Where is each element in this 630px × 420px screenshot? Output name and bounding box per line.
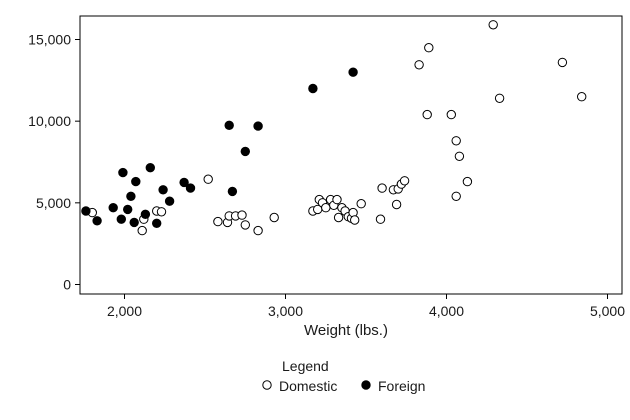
legend-title: Legend [282,358,329,374]
data-point-domestic [494,93,505,104]
data-point-domestic [237,210,247,220]
data-point-domestic [269,212,279,223]
y-tick-label: 15,000 [28,32,71,48]
data-point-domestic [399,176,410,186]
x-tick-label: 2,000 [107,303,142,319]
legend: Legend Domestic Foreign [262,358,425,394]
legend-label-domestic: Domestic [279,378,337,394]
data-point-foreign [240,146,251,157]
data-point-foreign [227,186,238,197]
data-point-domestic [424,43,434,53]
legend-marker-domestic [262,380,272,390]
data-points [81,20,587,236]
data-point-domestic [156,207,167,217]
data-point-domestic [451,191,461,202]
data-point-domestic [203,174,213,184]
data-point-domestic [451,136,461,146]
data-point-foreign [118,167,128,178]
data-point-domestic [446,109,456,120]
data-point-foreign [123,204,133,215]
data-point-foreign [158,185,168,195]
data-point-foreign [145,163,156,173]
x-axis: 2,000 3,000 4,000 5,000 [107,294,625,319]
data-point-foreign [164,196,175,206]
data-point-foreign [116,214,127,224]
data-point-domestic [356,199,366,209]
data-point-domestic [332,194,342,205]
x-axis-title: Weight (lbs.) [304,322,388,339]
data-point-domestic [454,151,465,162]
data-point-foreign [92,216,102,226]
data-point-foreign [308,83,318,94]
data-point-foreign [81,206,91,216]
data-point-foreign [224,120,234,131]
data-point-domestic [577,92,587,102]
y-tick-label: 5,000 [36,195,71,211]
legend-label-foreign: Foreign [378,378,425,394]
data-point-domestic [350,215,360,225]
data-point-foreign [152,218,162,229]
data-point-domestic [422,109,432,120]
x-tick-label: 5,000 [590,303,625,319]
data-point-domestic [321,203,331,213]
data-point-domestic [333,212,344,223]
data-point-domestic [462,176,473,187]
data-point-foreign [129,217,139,228]
data-point-foreign [179,177,189,188]
y-tick-label: 0 [63,277,71,293]
legend-marker-foreign [361,380,371,390]
data-point-domestic [253,225,263,236]
data-point-foreign [185,183,196,193]
plot-area [79,15,623,295]
x-tick-label: 3,000 [268,303,303,319]
data-point-foreign [253,121,263,131]
data-point-domestic [557,57,568,68]
data-point-domestic [137,225,147,236]
data-point-foreign [140,209,151,220]
data-point-domestic [240,220,251,230]
y-axis: 0 5,000 10,000 15,000 [28,32,80,293]
data-point-foreign [131,176,141,187]
y-tick-label: 10,000 [28,113,71,129]
data-point-domestic [213,216,223,227]
data-point-domestic [391,199,402,210]
data-point-domestic [488,20,498,30]
data-point-foreign [126,191,136,202]
x-tick-label: 4,000 [429,303,464,319]
data-point-domestic [377,183,387,193]
data-point-foreign [348,67,358,77]
data-point-domestic [375,214,386,224]
data-point-foreign [108,203,118,213]
data-point-domestic [414,60,424,70]
